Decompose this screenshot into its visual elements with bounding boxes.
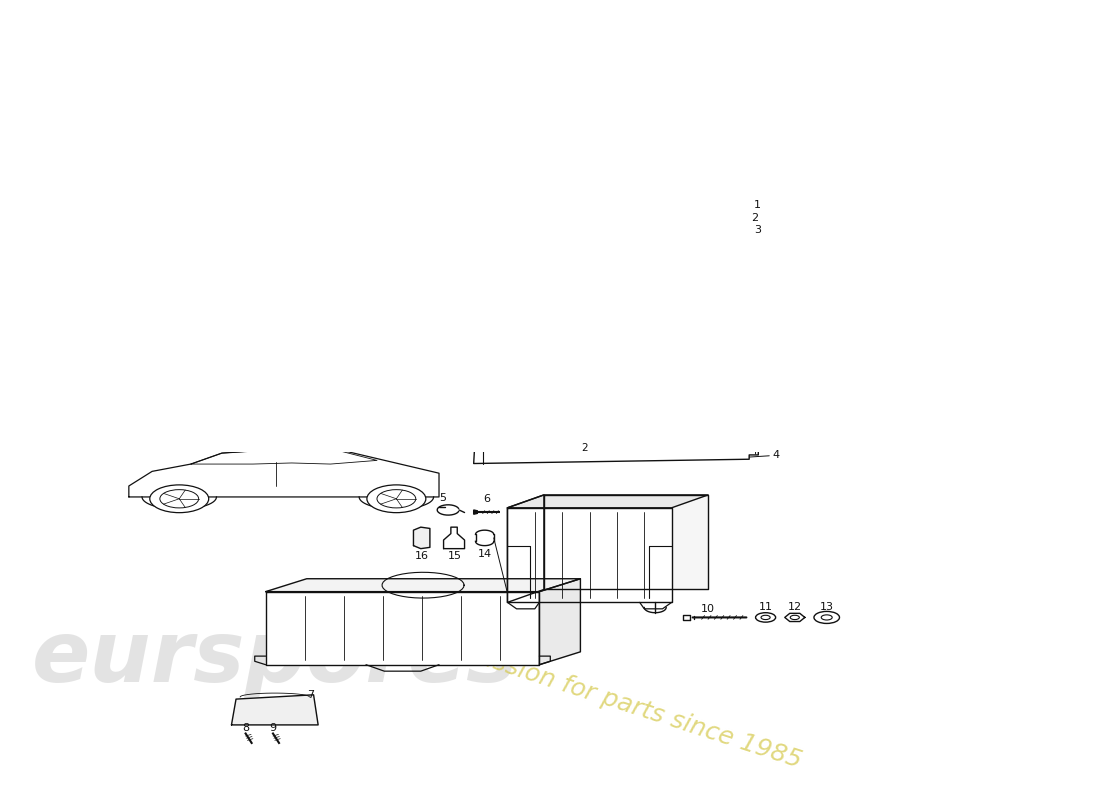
Polygon shape (543, 495, 708, 590)
Circle shape (150, 485, 209, 513)
Polygon shape (443, 527, 464, 549)
Polygon shape (723, 214, 739, 221)
Text: 13: 13 (820, 602, 834, 612)
Text: 15: 15 (448, 551, 462, 561)
Polygon shape (474, 510, 477, 514)
Text: 12: 12 (788, 602, 802, 612)
Circle shape (726, 202, 736, 207)
Text: 3: 3 (754, 225, 761, 235)
Text: eurspores: eurspores (32, 617, 518, 700)
Polygon shape (414, 527, 430, 549)
Text: 5: 5 (439, 493, 447, 503)
Text: 1: 1 (754, 200, 761, 210)
Polygon shape (539, 578, 581, 665)
Text: 9: 9 (270, 723, 276, 734)
Polygon shape (507, 508, 672, 602)
Text: 2: 2 (751, 213, 758, 222)
Text: 16: 16 (415, 551, 429, 561)
Text: 4: 4 (772, 450, 779, 460)
Polygon shape (266, 578, 581, 592)
Polygon shape (507, 495, 543, 602)
Text: 2: 2 (582, 443, 588, 454)
Text: 7: 7 (307, 690, 314, 700)
Circle shape (756, 613, 775, 622)
Polygon shape (683, 615, 690, 620)
Polygon shape (507, 495, 708, 508)
Text: 14: 14 (477, 550, 492, 559)
Polygon shape (720, 202, 741, 208)
Polygon shape (266, 592, 539, 665)
Text: a passion for parts since 1985: a passion for parts since 1985 (438, 634, 805, 773)
Text: 11: 11 (759, 602, 772, 612)
Circle shape (367, 485, 426, 513)
Text: 8: 8 (242, 723, 250, 734)
Text: 10: 10 (701, 604, 715, 614)
Circle shape (814, 611, 839, 623)
Text: 6: 6 (483, 494, 490, 504)
Polygon shape (231, 695, 318, 725)
